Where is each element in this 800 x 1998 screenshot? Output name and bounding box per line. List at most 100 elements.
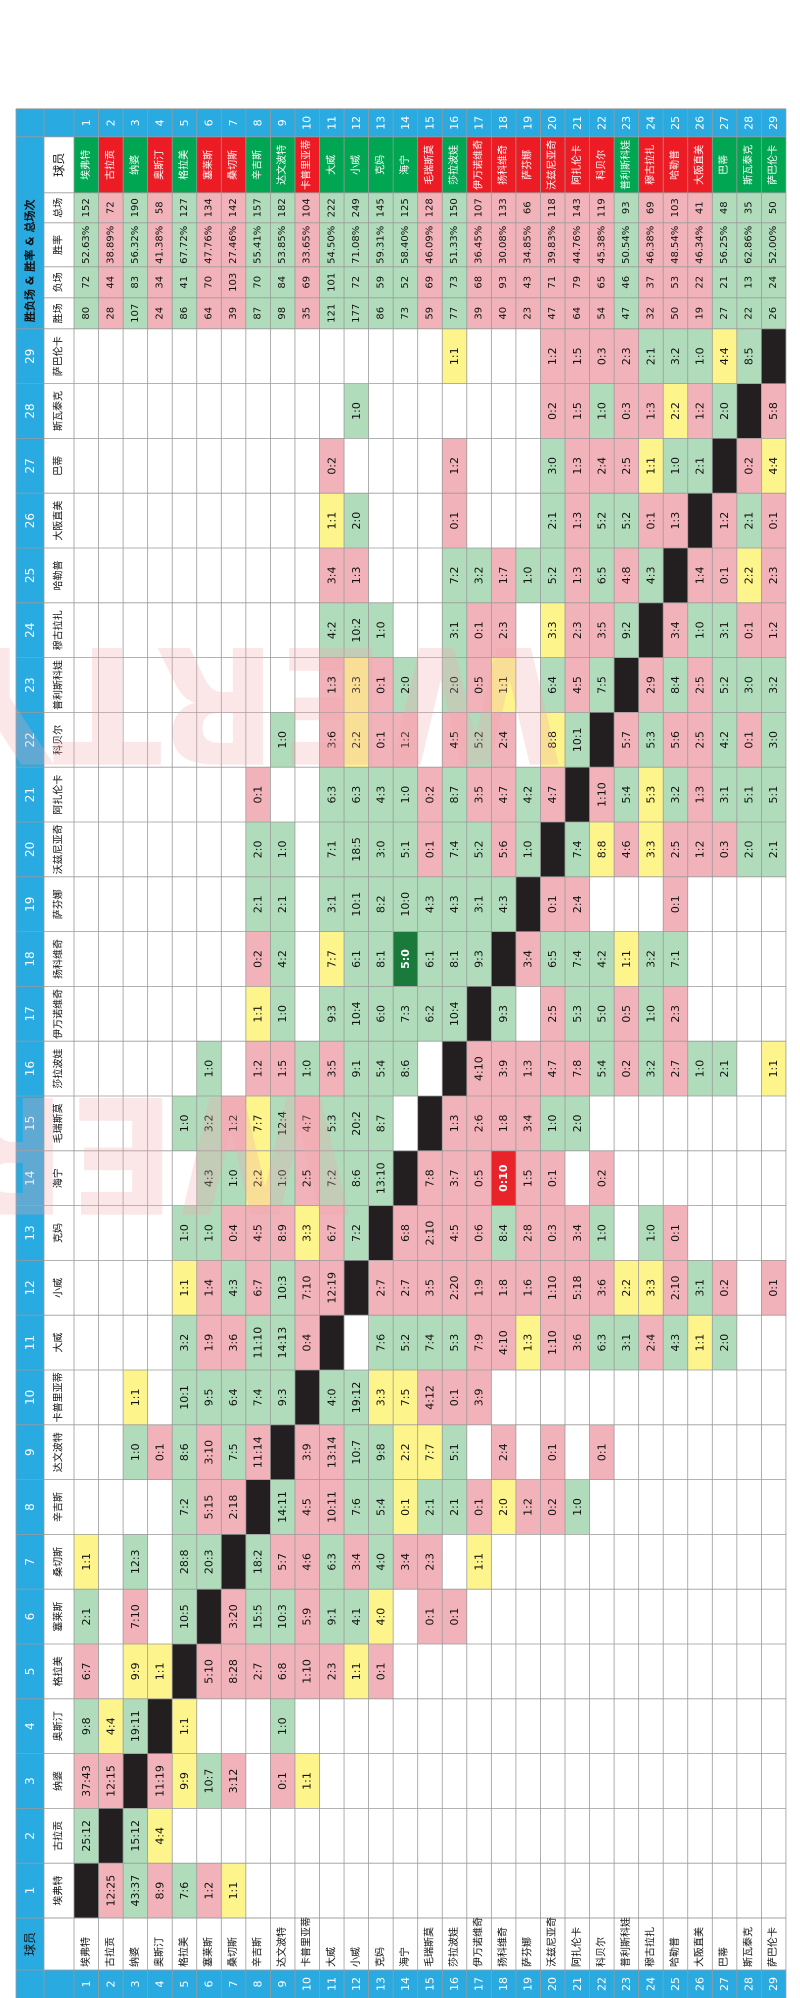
matrix-cell: [245, 931, 271, 987]
matrix-cell: [270, 1369, 295, 1425]
matrix-cell: [344, 931, 369, 987]
stats-total: 69: [645, 201, 656, 214]
matrix-cell: [368, 931, 394, 987]
matrix-cell: [123, 1589, 148, 1644]
stats-rate: 59.31%: [375, 226, 386, 264]
matrix-cell: [294, 1424, 320, 1480]
stats-cell: [442, 222, 467, 267]
stats-cell: [368, 222, 394, 267]
stats-wins: 28: [105, 307, 116, 320]
matrix-cell: [319, 1643, 345, 1699]
matrix-cell: [614, 328, 639, 384]
stats-wins: 86: [179, 307, 190, 320]
matrix-cell: [442, 1424, 467, 1480]
matrix-cell: [491, 1150, 516, 1206]
matrix-cell-value: 0:1: [374, 1663, 387, 1681]
stats-rate: 34.85%: [523, 226, 534, 264]
matrix-cell: [344, 1095, 369, 1151]
matrix-cell: [687, 712, 713, 768]
stats-rate: 41.38%: [154, 226, 165, 264]
matrix-cell: [344, 1205, 369, 1261]
matrix-cell-value: 4:4: [104, 1717, 117, 1735]
stats-cell: [368, 297, 394, 329]
matrix-cell: [294, 1534, 320, 1590]
matrix-cell: [196, 1863, 222, 1918]
stats-losses: 52: [400, 276, 411, 289]
matrix-cell: [319, 657, 345, 713]
matrix-cell: [270, 1479, 295, 1535]
matrix-cell-value: 3:2: [178, 1334, 191, 1352]
matrix-cell-value: 1:1: [694, 1334, 707, 1352]
stats-cell: [98, 192, 124, 223]
stats-cell: [565, 192, 590, 223]
matrix-cell: [565, 328, 590, 384]
stats-total: 145: [375, 198, 386, 217]
matrix-cell: [565, 657, 590, 713]
matrix-cell: [196, 1479, 222, 1535]
right-row-number: 7: [227, 119, 240, 126]
matrix-cell: [344, 986, 369, 1042]
matrix-cell-value: 2:1: [743, 512, 756, 530]
matrix-cell-value: 6:4: [546, 676, 559, 694]
diagonal-cell: [172, 1643, 197, 1699]
matrix-cell: [393, 1424, 418, 1480]
right-name-cell: [761, 136, 786, 193]
right-name-cell: [687, 136, 713, 193]
matrix-cell: [245, 1643, 271, 1699]
matrix-cell: [540, 1041, 566, 1096]
stats-cell: [589, 297, 615, 329]
stats-cell: [147, 297, 173, 329]
matrix-cell-value: 0:3: [620, 402, 633, 420]
stats-cell: [417, 222, 443, 267]
stats-cell: [761, 192, 786, 223]
matrix-cell-value: 0:1: [546, 1443, 559, 1461]
matrix-cell: [368, 1643, 394, 1699]
matrix-cell-value: 0:5: [620, 1005, 633, 1023]
matrix-cell-value: 5:2: [620, 512, 633, 530]
stats-total: 48: [719, 201, 730, 214]
matrix-cell: [393, 712, 418, 768]
matrix-cell-value: 6:2: [423, 1005, 436, 1023]
matrix-cell-value: 3:6: [595, 1279, 608, 1297]
matrix-cell-value: 7:4: [448, 841, 461, 859]
diagonal-cell: [344, 1260, 369, 1316]
matrix-cell: [442, 1095, 467, 1151]
matrix-cell: [663, 822, 688, 877]
matrix-cell-value: 14:11: [276, 1491, 289, 1523]
matrix-cell-value: 1:0: [522, 841, 535, 859]
stats-cell: [98, 297, 124, 329]
row-player-name: 格拉美: [177, 1937, 190, 1967]
matrix-cell-value: 3:4: [522, 950, 535, 968]
matrix-cell: [589, 767, 615, 822]
right-name-cell: [614, 136, 639, 193]
matrix-cell-value: 4:2: [718, 731, 731, 749]
matrix-cell-value: 9:3: [276, 1389, 289, 1407]
matrix-cell: [540, 657, 566, 713]
matrix-cell-value: 0:1: [153, 1443, 166, 1461]
matrix-cell: [663, 931, 688, 987]
right-player-name: 扬科维奇: [496, 145, 509, 185]
stats-header: 总场: [52, 198, 65, 218]
col-number: 12: [23, 1280, 37, 1295]
matrix-cell: [761, 767, 786, 822]
matrix-cell: [565, 1479, 590, 1535]
matrix-cell: [368, 1479, 394, 1535]
row-player-name: 阿扎伦卡: [570, 1927, 583, 1967]
stats-cell: [270, 297, 295, 329]
stats-cell: [196, 222, 222, 267]
matrix-cell-value: 3:2: [644, 950, 657, 968]
stats-total: 249: [351, 198, 362, 217]
matrix-cell: [319, 1205, 345, 1261]
matrix-cell-value: 3:4: [522, 1115, 535, 1133]
stats-cell: [466, 192, 492, 223]
col-number: 25: [23, 568, 37, 583]
right-name-cell: [196, 136, 222, 193]
row-number-column-bg: [16, 1970, 786, 1998]
matrix-cell: [270, 1643, 295, 1699]
stats-rate: 53.85%: [277, 226, 288, 264]
stats-cell: [565, 222, 590, 267]
stats-losses: 69: [424, 276, 435, 289]
stats-cell: [614, 266, 639, 298]
matrix-cell-value: 6:5: [595, 567, 608, 585]
